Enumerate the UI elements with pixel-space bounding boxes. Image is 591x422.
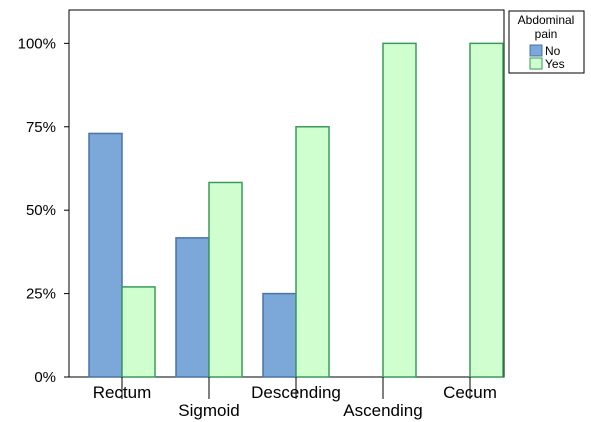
legend-title-line-2: pain [535, 27, 558, 41]
legend-label-no: No [545, 44, 561, 58]
y-tick-label: 50% [26, 202, 56, 219]
legend-title-line-1: Abdominal [518, 13, 575, 27]
legend: Abdominal pain No Yes [508, 10, 585, 74]
bars [88, 42, 504, 378]
bar-no-rectum [88, 132, 123, 378]
x-tick-label-sigmoid: Sigmoid [178, 401, 239, 420]
x-tick-label-rectum: Rectum [93, 383, 152, 402]
y-tick-label: 0% [34, 369, 56, 386]
legend-swatch-no [529, 44, 543, 57]
y-tick-label: 100% [18, 35, 56, 52]
bar-yes-sigmoid [208, 181, 243, 378]
bar-yes-ascending [382, 42, 417, 378]
legend-label-yes: Yes [545, 57, 565, 71]
legend-swatch-yes [529, 57, 543, 70]
legend-box [508, 10, 585, 74]
y-tick-label: 75% [26, 119, 56, 136]
bar-yes-cecum [469, 42, 504, 378]
y-tick-label: 25% [26, 286, 56, 303]
bar-yes-descending [295, 126, 330, 378]
x-tick-label-cecum: Cecum [443, 383, 497, 402]
x-tick-label-ascending: Ascending [343, 401, 422, 420]
y-axis: 0% 25% 50% 75% 100% [18, 35, 69, 386]
x-tick-label-descending: Descending [251, 383, 341, 402]
bar-no-descending [262, 292, 297, 378]
bar-yes-rectum [121, 286, 156, 378]
bar-no-sigmoid [175, 237, 210, 378]
